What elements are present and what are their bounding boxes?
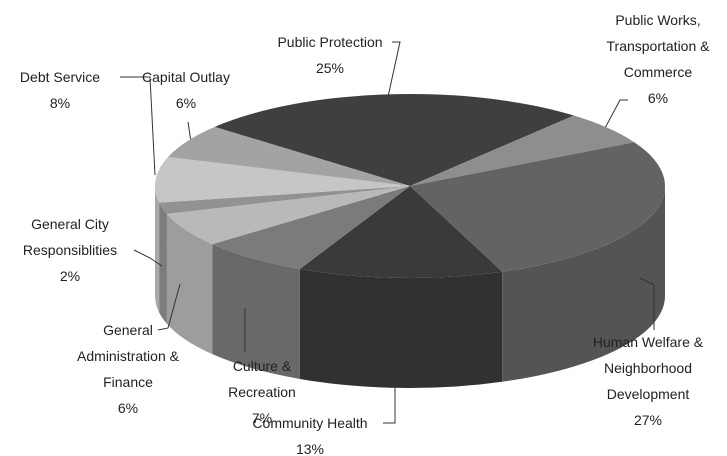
slice — [410, 115, 635, 186]
slice-label: Human Welfare & Neighborhood Development… — [576, 329, 721, 433]
value-label: 7% — [251, 410, 273, 426]
slice-label: General Administration & Finance 6% — [63, 317, 193, 421]
slice — [159, 186, 410, 214]
slice — [168, 126, 410, 186]
slice — [155, 156, 410, 203]
category-label: Debt Service — [19, 69, 101, 85]
slice — [166, 186, 410, 245]
leader — [157, 283, 181, 331]
leader — [120, 76, 156, 176]
value-label: 27% — [633, 412, 663, 428]
slice — [212, 186, 410, 269]
value-label: 6% — [647, 90, 669, 106]
slice — [299, 186, 503, 278]
leader — [133, 249, 163, 267]
slice — [214, 94, 574, 186]
slice-side — [166, 213, 213, 355]
leader — [603, 99, 628, 131]
category-label: General Administration & Finance — [77, 322, 179, 390]
slice-side — [212, 244, 300, 379]
slice-label: Public Protection 25% — [230, 29, 430, 81]
slice-side — [502, 186, 665, 382]
leader — [639, 277, 655, 330]
value-label: 25% — [315, 60, 345, 76]
slice-side — [299, 268, 503, 388]
category-label: Culture & Recreation — [228, 358, 296, 400]
leader — [383, 316, 396, 424]
category-label: Community Health — [252, 415, 368, 431]
leader — [187, 121, 192, 143]
value-label: 6% — [175, 95, 197, 111]
slice — [410, 142, 666, 272]
slice-label: Public Works, Transportation & Commerce 6… — [591, 7, 726, 111]
slice-side — [155, 186, 160, 313]
leader — [385, 41, 401, 107]
category-label: Public Works, Transportation & Commerce — [606, 12, 710, 80]
value-label: 2% — [59, 268, 81, 284]
slice-label: Community Health 13% — [210, 410, 410, 456]
slice-label: Capital Outlay 6% — [111, 64, 261, 116]
value-label: 6% — [117, 400, 139, 416]
category-label: Human Welfare & Neighborhood Development — [592, 334, 704, 402]
slice-label: Culture & Recreation 7% — [215, 353, 310, 431]
category-label: Public Protection — [277, 34, 383, 50]
value-label: 13% — [295, 441, 325, 456]
category-label: Capital Outlay — [142, 69, 230, 85]
slice-side — [159, 202, 167, 324]
value-label: 8% — [49, 95, 71, 111]
slice-label: Debt Service 8% — [0, 64, 135, 116]
category-label: General City Responsiblities — [22, 216, 118, 258]
slice-label: General City Responsiblities 2% — [13, 211, 128, 289]
